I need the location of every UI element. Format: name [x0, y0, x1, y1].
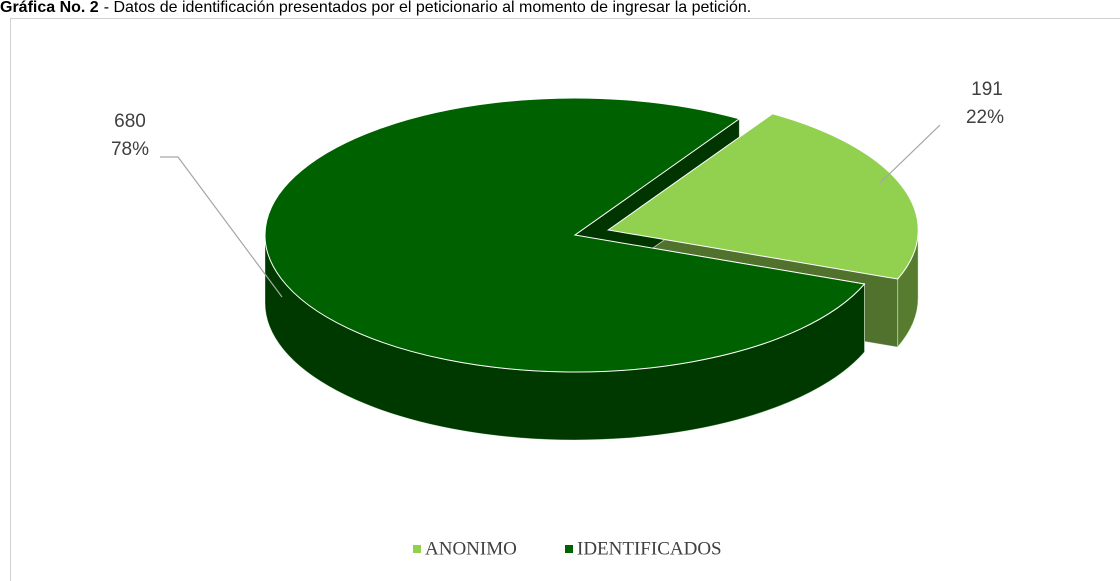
tops	[264, 97, 919, 373]
percent-label: 22%	[966, 107, 1004, 128]
chart-title: Gráfica No. 2 - Datos de identificación p…	[0, 0, 751, 16]
legend-swatch	[413, 545, 421, 553]
slice	[606, 113, 919, 280]
legend-label: ANONIMO	[425, 538, 517, 559]
data-label: 680	[114, 111, 146, 132]
leader-line	[879, 124, 941, 184]
legend-label: IDENTIFICADOS	[577, 538, 722, 559]
leader-line	[160, 156, 283, 298]
title-text: - Datos de identificación presentados po…	[104, 0, 751, 16]
legend-swatch	[565, 545, 573, 553]
slice-wall	[897, 230, 919, 347]
percent-label: 78%	[111, 139, 149, 160]
slice-wall	[264, 235, 865, 441]
figure-label: Gráfica No. 2	[0, 0, 99, 16]
walls	[264, 229, 919, 441]
data-label: 191	[971, 79, 1003, 100]
slice	[264, 97, 866, 373]
